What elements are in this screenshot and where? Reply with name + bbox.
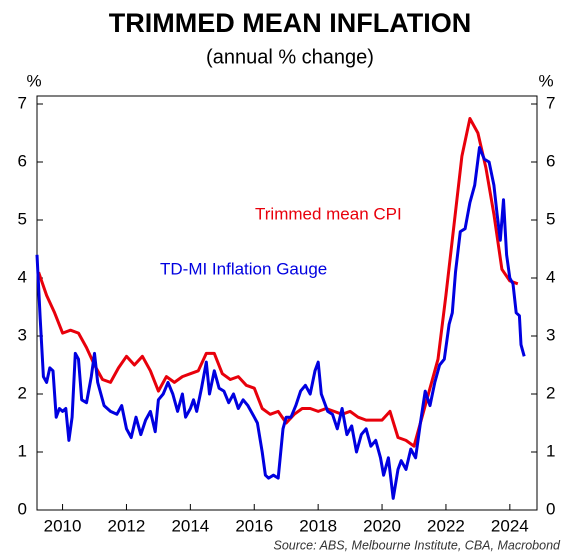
x-tick-label: 2016 [235,516,273,535]
x-tick-label: 2020 [363,516,401,535]
y2-tick-label: 0 [546,499,555,518]
annotation: Trimmed mean CPI [255,204,402,223]
x-tick-label: 2010 [44,516,82,535]
y-tick-label: 5 [18,209,27,228]
annotation: TD-MI Inflation Gauge [160,259,327,278]
y2-tick-label: 3 [546,325,555,344]
y2-tick-label: 2 [546,383,555,402]
y-tick-label: 1 [18,441,27,460]
series-line [37,117,519,448]
chart-subtitle: (annual % change) [206,46,374,68]
x-tick-label: 2012 [108,516,146,535]
plot-frame [36,95,538,511]
y-unit: % [26,71,41,90]
y-tick-label: 0 [18,499,27,518]
x-tick-label: 2014 [171,516,209,535]
y2-tick-label: 1 [546,441,555,460]
y-tick-label: 6 [18,151,27,170]
y-tick-label: 7 [18,93,27,112]
y2-tick-label: 5 [546,209,555,228]
y-tick-label: 4 [18,267,27,286]
x-tick-label: 2018 [299,516,337,535]
series-line [35,146,526,500]
x-tick-label: 2022 [427,516,465,535]
y2-tick-label: 7 [546,93,555,112]
y2-tick-label: 6 [546,151,555,170]
y2-tick-label: 4 [546,267,555,286]
y-tick-label: 2 [18,383,27,402]
y2-unit: % [538,71,553,90]
y-tick-label: 3 [18,325,27,344]
chart-title: TRIMMED MEAN INFLATION [109,8,471,38]
x-tick-label: 2024 [491,516,529,535]
source: Source: ABS, Melbourne Institute, CBA, M… [274,538,562,552]
